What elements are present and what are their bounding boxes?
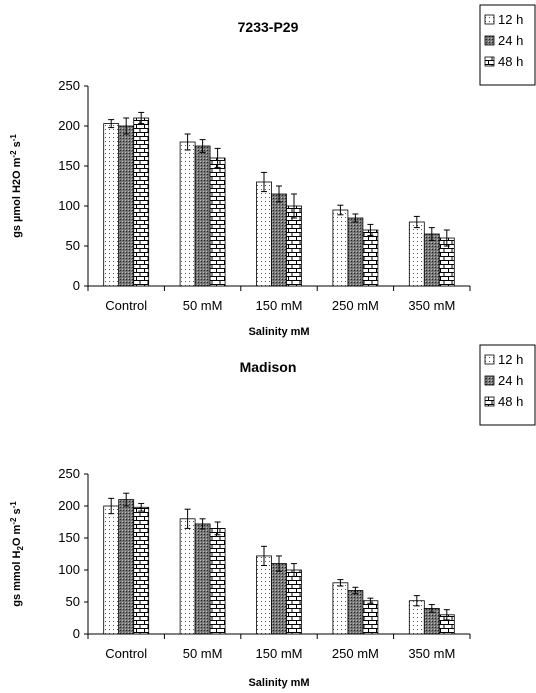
x-tick-label: 50 mM <box>183 646 223 661</box>
x-tick-label: 150 mM <box>256 298 303 313</box>
y-tick-label: 150 <box>58 530 80 545</box>
y-axis-label: gs µmol H2O m-2 s-1 <box>9 134 23 238</box>
y-axis-label-part: s <box>11 508 23 517</box>
legend-swatch <box>484 14 495 25</box>
x-tick-label: 150 mM <box>256 646 303 661</box>
bar <box>194 145 211 287</box>
bar <box>271 563 287 635</box>
bar <box>256 555 272 635</box>
bar <box>271 193 287 287</box>
y-tick-label: 250 <box>58 466 80 481</box>
bar <box>133 117 150 287</box>
bar <box>194 523 211 635</box>
bar <box>118 125 135 287</box>
bar <box>408 221 425 287</box>
x-tick-label: Control <box>105 646 147 661</box>
legend-label: 48 h <box>498 394 523 409</box>
y-axis-label-part: -1 <box>9 501 18 509</box>
x-tick-label: 250 mM <box>332 646 379 661</box>
legend-swatch <box>484 354 495 365</box>
legend-label: 24 h <box>498 373 523 388</box>
x-tick-label: 50 mM <box>183 298 223 313</box>
x-tick-label: 350 mM <box>408 646 455 661</box>
y-tick-label: 200 <box>58 118 80 133</box>
x-tick-label: Control <box>105 298 147 313</box>
y-axis-label-part: 2 <box>16 546 25 551</box>
bar <box>286 569 302 635</box>
bar <box>209 528 226 635</box>
x-tick-label: 250 mM <box>332 298 379 313</box>
y-axis-label-part: O m <box>11 524 23 546</box>
bar <box>103 123 120 287</box>
bar <box>347 590 364 635</box>
y-axis-label-part: gs µmol H2O m <box>11 157 23 238</box>
bar <box>133 506 150 635</box>
bar <box>118 499 135 635</box>
bar <box>362 229 379 287</box>
y-axis-label-part: -2 <box>9 517 18 525</box>
y-tick-label: 200 <box>58 498 80 513</box>
y-axis-label-part: -1 <box>9 134 18 142</box>
bar <box>103 505 120 635</box>
bar <box>209 157 226 287</box>
y-axis-label-part: gs mmol H <box>11 550 23 606</box>
x-axis-label: Salinity mM <box>248 677 309 689</box>
y-tick-label: 100 <box>58 198 80 213</box>
y-tick-label: 100 <box>58 562 80 577</box>
bar <box>423 233 440 287</box>
legend-swatch <box>484 35 495 46</box>
x-tick-label: 350 mM <box>408 298 455 313</box>
bar <box>256 181 272 287</box>
y-tick-label: 50 <box>66 238 80 253</box>
bar <box>332 582 349 635</box>
legend-label: 48 h <box>498 54 523 69</box>
chart-title: Madison <box>240 359 297 375</box>
bar <box>347 217 364 287</box>
legend-swatch <box>484 56 495 67</box>
y-tick-label: 250 <box>58 78 80 93</box>
y-tick-label: 0 <box>73 626 80 641</box>
bar <box>179 518 196 635</box>
y-axis-label: gs mmol H2O m-2 s-1 <box>9 501 25 607</box>
y-axis-label-part: -2 <box>9 150 18 158</box>
bar <box>362 600 379 635</box>
legend-label: 12 h <box>498 352 523 367</box>
x-axis-label: Salinity mM <box>248 326 309 338</box>
y-tick-label: 0 <box>73 278 80 293</box>
bar <box>179 141 196 287</box>
bar <box>332 209 349 287</box>
legend-swatch <box>484 375 495 386</box>
legend-label: 12 h <box>498 12 523 27</box>
y-axis-label-part: s <box>11 141 23 150</box>
legend-swatch <box>484 396 495 407</box>
legend-label: 24 h <box>498 33 523 48</box>
y-tick-label: 150 <box>58 158 80 173</box>
y-tick-label: 50 <box>66 594 80 609</box>
chart-title: 7233-P29 <box>238 19 299 35</box>
